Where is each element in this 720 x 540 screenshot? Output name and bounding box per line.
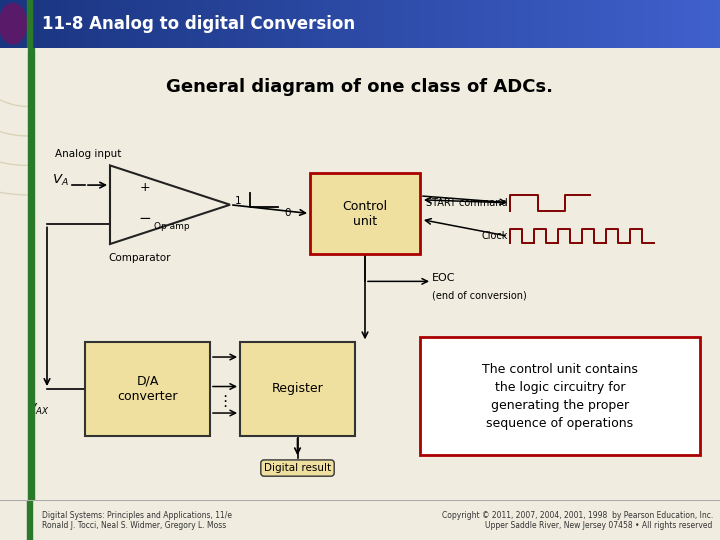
Text: +: + <box>140 180 150 193</box>
Bar <box>85 342 210 436</box>
Text: 11-8 Analog to digital Conversion: 11-8 Analog to digital Conversion <box>42 15 355 33</box>
Text: START command: START command <box>426 198 508 208</box>
Ellipse shape <box>0 4 27 44</box>
Text: $V_A$: $V_A$ <box>52 173 68 188</box>
Bar <box>27 500 32 540</box>
Text: Control
unit: Control unit <box>343 200 387 227</box>
Text: Digital Systems: Principles and Applications, 11/e
Ronald J. Tocci, Neal S. Widm: Digital Systems: Principles and Applicat… <box>42 511 232 530</box>
Text: (end of conversion): (end of conversion) <box>432 290 527 300</box>
Bar <box>28 48 34 500</box>
Text: Copyright © 2011, 2007, 2004, 2001, 1998  by Pearson Education, Inc.
Upper Saddl: Copyright © 2011, 2007, 2004, 2001, 1998… <box>441 511 713 530</box>
Text: ⋮: ⋮ <box>217 394 233 409</box>
Text: 0: 0 <box>284 207 292 218</box>
Text: 1: 1 <box>235 196 241 206</box>
Bar <box>240 342 355 436</box>
Bar <box>420 338 700 455</box>
Text: EOC: EOC <box>432 273 456 284</box>
Text: Analog input: Analog input <box>55 148 122 159</box>
Bar <box>27 0 32 48</box>
Text: Op amp: Op amp <box>154 222 190 231</box>
Text: The control unit contains
the logic circuitry for
generating the proper
sequence: The control unit contains the logic circ… <box>482 363 638 430</box>
Text: $V_{AX}$: $V_{AX}$ <box>27 402 50 417</box>
Text: Register: Register <box>271 382 323 395</box>
Bar <box>310 173 420 254</box>
Text: Digital result: Digital result <box>264 463 331 473</box>
Text: General diagram of one class of ADCs.: General diagram of one class of ADCs. <box>166 78 554 96</box>
Text: D/A
converter: D/A converter <box>117 375 178 403</box>
Text: Clock: Clock <box>482 231 508 241</box>
Text: −: − <box>139 211 151 226</box>
Text: Comparator: Comparator <box>109 253 171 263</box>
